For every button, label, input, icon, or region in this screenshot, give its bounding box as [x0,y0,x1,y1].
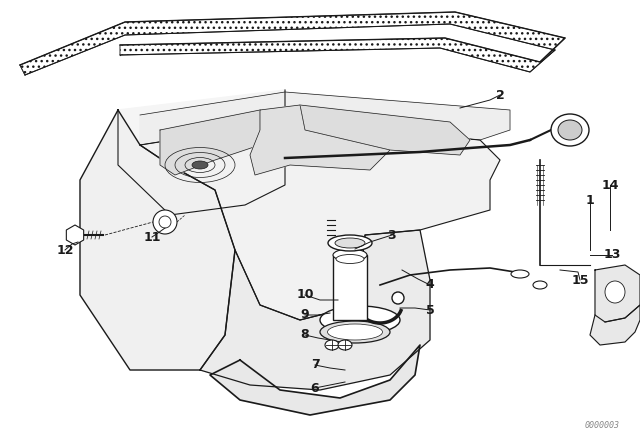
Ellipse shape [533,281,547,289]
Polygon shape [20,12,565,75]
Polygon shape [80,110,235,370]
Polygon shape [118,90,285,215]
Ellipse shape [328,235,372,251]
Text: 6: 6 [310,382,319,395]
FancyBboxPatch shape [333,255,367,320]
Polygon shape [300,105,470,155]
Polygon shape [590,305,640,345]
Polygon shape [210,345,420,415]
Ellipse shape [333,249,367,261]
Ellipse shape [192,161,208,169]
Text: 7: 7 [310,358,319,371]
Circle shape [159,216,171,228]
Text: 12: 12 [56,244,74,257]
Ellipse shape [336,254,364,263]
Ellipse shape [551,114,589,146]
Polygon shape [595,265,640,322]
Ellipse shape [335,238,365,248]
Ellipse shape [325,340,339,350]
Text: 9: 9 [301,309,309,322]
Ellipse shape [320,306,400,334]
Ellipse shape [328,324,383,340]
Polygon shape [140,122,500,320]
Text: 3: 3 [388,228,396,241]
Ellipse shape [511,270,529,278]
Text: 14: 14 [601,178,619,191]
Text: 4: 4 [426,279,435,292]
Text: 10: 10 [296,289,314,302]
Text: 2: 2 [495,89,504,102]
Ellipse shape [558,120,582,140]
Text: 15: 15 [572,273,589,287]
Text: 8: 8 [301,328,309,341]
Polygon shape [140,92,510,145]
FancyBboxPatch shape [336,272,354,286]
Text: 0000003: 0000003 [585,421,620,430]
Circle shape [392,292,404,304]
Ellipse shape [338,340,352,350]
Ellipse shape [320,321,390,343]
Text: 1: 1 [586,194,595,207]
Polygon shape [250,105,390,175]
Polygon shape [200,230,430,390]
Polygon shape [160,110,260,175]
Text: 5: 5 [426,303,435,316]
Text: 13: 13 [604,249,621,262]
Circle shape [153,210,177,234]
Text: 11: 11 [143,231,161,244]
Ellipse shape [605,281,625,303]
